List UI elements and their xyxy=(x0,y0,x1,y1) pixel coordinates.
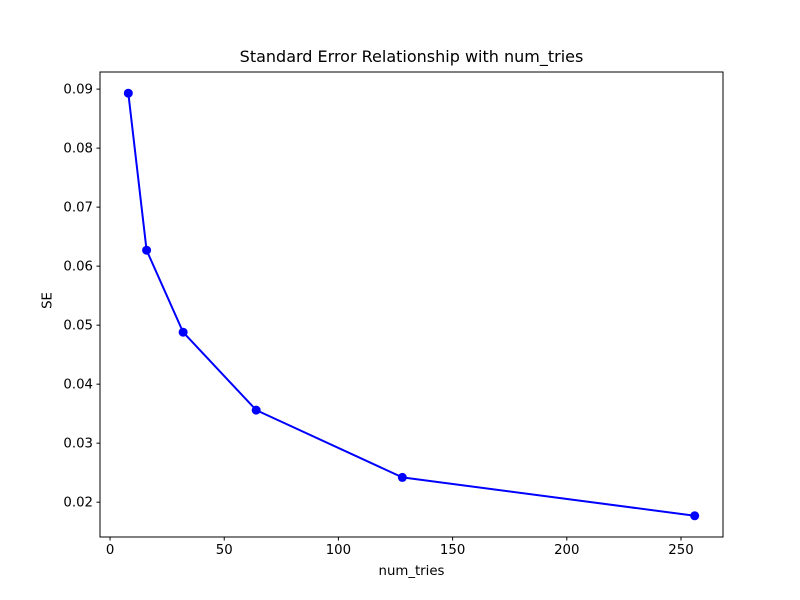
y-tick-label: 0.02 xyxy=(63,496,93,511)
x-tick-label: 0 xyxy=(106,543,114,558)
y-axis-label: SE xyxy=(40,292,56,309)
x-tick-label: 250 xyxy=(668,543,693,558)
data-point-marker xyxy=(178,327,188,337)
data-line xyxy=(127,92,696,517)
data-point-marker xyxy=(123,88,133,98)
x-axis-label: num_tries xyxy=(378,564,445,579)
axes-frame xyxy=(99,71,724,538)
y-tick-label: 0.04 xyxy=(63,378,93,393)
y-tick-label: 0.06 xyxy=(63,260,93,275)
y-tick-label: 0.03 xyxy=(63,437,93,452)
y-tick-label: 0.05 xyxy=(63,319,93,334)
y-tick-label: 0.09 xyxy=(63,83,93,98)
data-point-marker xyxy=(142,245,152,255)
x-tick-label: 100 xyxy=(326,543,351,558)
data-point-marker xyxy=(251,405,261,415)
data-point-marker xyxy=(690,511,700,521)
x-tick-label: 50 xyxy=(216,543,233,558)
x-tick-label: 150 xyxy=(440,543,465,558)
y-tick-label: 0.07 xyxy=(63,201,93,216)
data-point-marker xyxy=(397,472,407,482)
x-tick-label: 200 xyxy=(554,543,579,558)
y-tick-label: 0.08 xyxy=(63,142,93,157)
chart-title: Standard Error Relationship with num_tri… xyxy=(239,47,584,66)
